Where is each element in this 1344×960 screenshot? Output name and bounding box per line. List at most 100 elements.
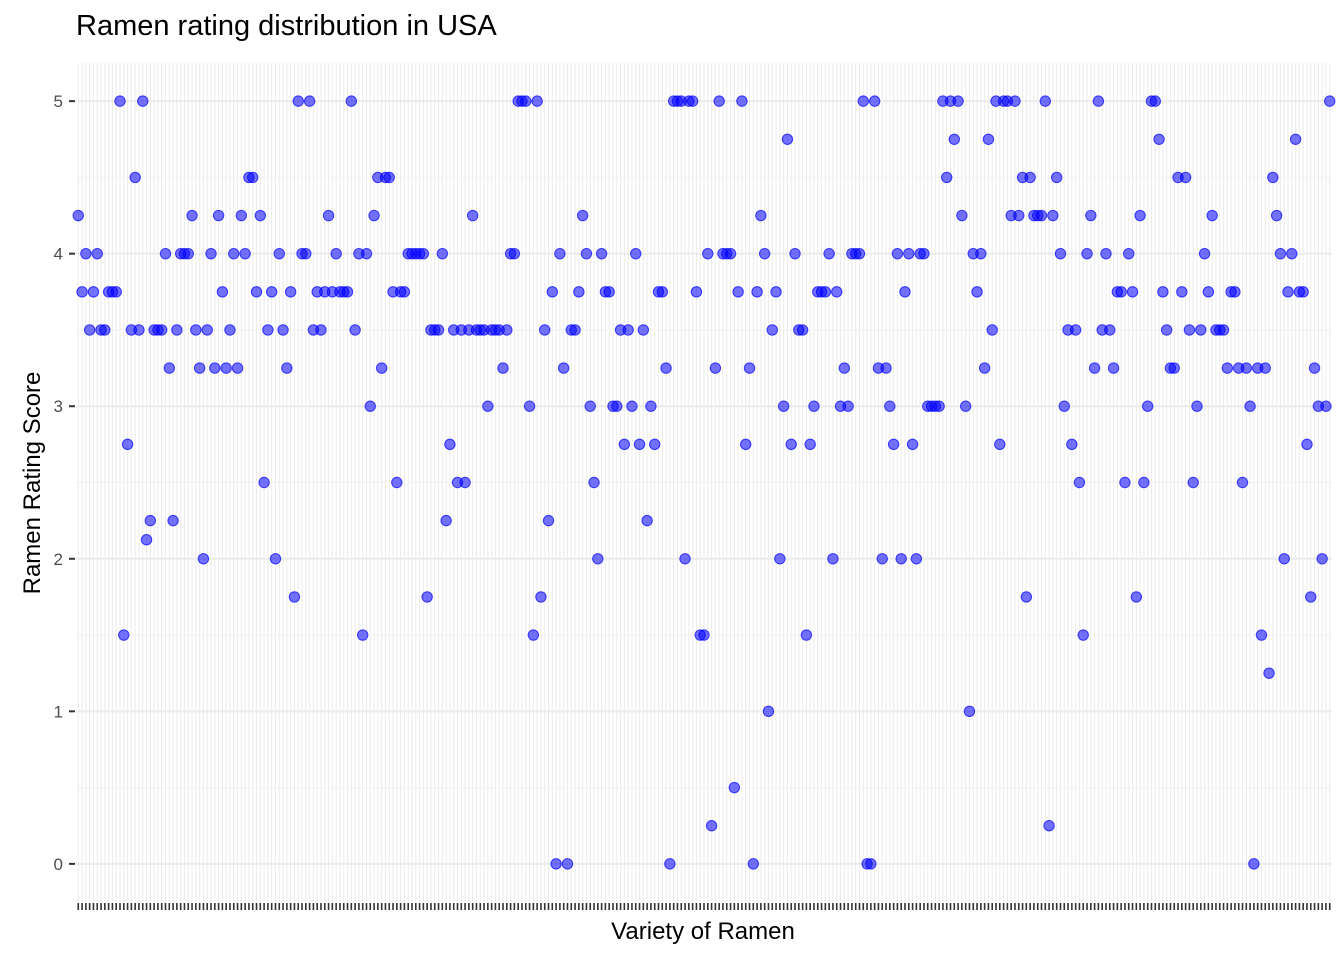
data-point xyxy=(876,553,888,565)
data-point xyxy=(1236,476,1249,489)
data-point xyxy=(1092,95,1105,107)
data-point xyxy=(1088,362,1101,374)
data-point xyxy=(584,400,596,412)
data-point xyxy=(383,171,395,184)
data-point xyxy=(918,247,930,260)
data-point xyxy=(341,286,354,298)
data-point xyxy=(611,400,623,412)
data-point xyxy=(838,362,851,374)
data-point xyxy=(550,858,562,870)
data-point xyxy=(1024,171,1036,184)
data-point xyxy=(823,247,835,260)
data-point xyxy=(618,438,631,451)
data-point xyxy=(118,629,130,641)
data-point xyxy=(345,95,358,107)
data-point xyxy=(1058,400,1070,412)
data-point xyxy=(239,247,251,260)
data-point xyxy=(880,362,892,374)
data-point xyxy=(417,247,430,260)
data-point xyxy=(277,324,289,336)
data-point xyxy=(159,247,172,260)
data-point xyxy=(1221,362,1234,374)
data-point xyxy=(1160,324,1173,336)
data-point xyxy=(679,553,691,565)
data-point xyxy=(626,400,638,412)
y-tick-label: 0 xyxy=(54,855,63,874)
data-point xyxy=(1316,553,1328,565)
data-point xyxy=(1248,858,1260,870)
data-point xyxy=(758,247,771,260)
data-point xyxy=(527,629,540,641)
data-point xyxy=(444,438,456,451)
data-point xyxy=(789,247,801,260)
data-point xyxy=(569,324,581,336)
data-point xyxy=(705,820,718,832)
data-points xyxy=(72,95,1336,870)
data-point xyxy=(1286,247,1298,260)
data-point xyxy=(1263,667,1275,679)
data-point xyxy=(497,362,509,374)
data-point xyxy=(1066,438,1078,451)
data-point xyxy=(133,324,145,336)
data-point xyxy=(364,400,376,412)
data-point xyxy=(466,209,479,222)
data-point xyxy=(573,286,585,298)
data-point xyxy=(262,324,274,336)
data-point xyxy=(637,324,650,336)
data-point xyxy=(800,629,813,641)
data-point xyxy=(163,362,175,374)
data-point xyxy=(1274,247,1287,260)
data-point xyxy=(1107,362,1120,374)
data-point xyxy=(576,209,589,222)
data-point xyxy=(288,591,301,603)
data-point xyxy=(603,286,615,298)
data-point xyxy=(273,247,285,260)
data-point xyxy=(254,209,267,222)
data-point xyxy=(209,362,221,374)
grid-lines xyxy=(76,63,1332,902)
data-point xyxy=(948,133,960,145)
data-point xyxy=(421,591,433,603)
data-point xyxy=(690,286,703,298)
data-point xyxy=(501,324,513,336)
data-point xyxy=(292,95,304,107)
data-point xyxy=(228,247,240,260)
data-point xyxy=(770,286,782,298)
data-point xyxy=(906,438,919,451)
data-point xyxy=(523,400,536,412)
data-point xyxy=(994,438,1006,451)
data-point xyxy=(224,324,236,336)
data-point xyxy=(231,362,244,374)
data-point xyxy=(87,286,100,298)
data-point xyxy=(436,247,449,260)
data-point xyxy=(588,476,600,489)
data-point xyxy=(751,286,763,298)
data-point xyxy=(531,95,543,107)
data-point xyxy=(580,247,593,260)
data-point xyxy=(1320,400,1332,412)
data-point xyxy=(1153,133,1165,145)
data-point xyxy=(220,362,232,374)
y-tick-label: 5 xyxy=(54,92,63,111)
data-point xyxy=(557,362,570,374)
data-point xyxy=(887,438,900,451)
data-point xyxy=(250,286,263,298)
data-point xyxy=(895,553,907,565)
data-point xyxy=(956,209,968,222)
data-point xyxy=(941,171,953,184)
data-point xyxy=(1134,209,1146,222)
data-point xyxy=(144,514,157,527)
data-point xyxy=(592,553,604,565)
data-point xyxy=(1297,286,1309,298)
data-point xyxy=(1020,591,1033,603)
data-point xyxy=(432,324,445,336)
data-point xyxy=(831,286,843,298)
data-point xyxy=(235,209,248,222)
data-point xyxy=(1100,247,1112,260)
data-point xyxy=(660,362,672,374)
data-point xyxy=(656,286,668,298)
data-point xyxy=(1191,400,1203,412)
data-point xyxy=(978,362,991,374)
data-point xyxy=(986,324,998,336)
